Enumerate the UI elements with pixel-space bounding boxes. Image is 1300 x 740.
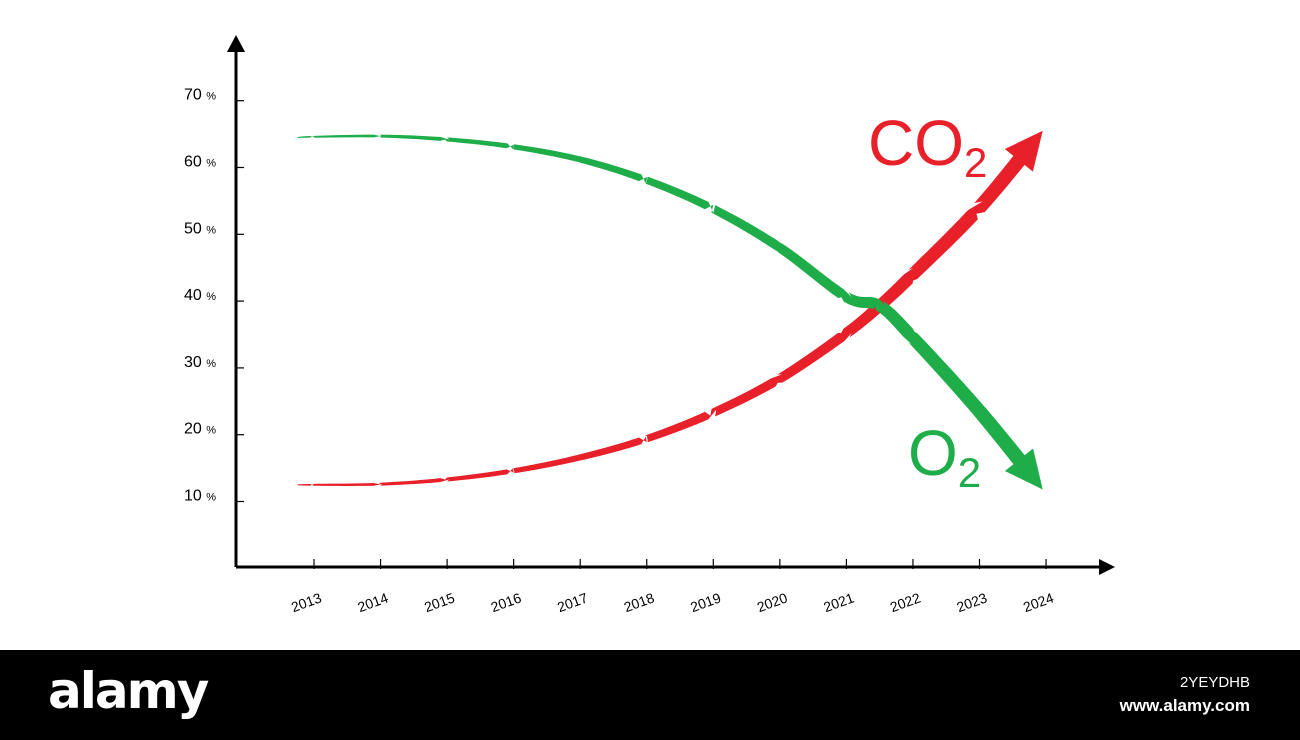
- y-tick-label: 30 %: [184, 354, 216, 371]
- x-tick-label: 2024: [1021, 589, 1056, 615]
- co2-label: CO2: [868, 107, 987, 186]
- x-tick-label: 2015: [422, 589, 457, 615]
- alamy-logo: alamy: [48, 662, 209, 720]
- y-tick-label: 40 %: [184, 287, 216, 304]
- x-tick-label: 2018: [622, 589, 657, 615]
- x-tick-label: 2014: [355, 589, 390, 615]
- y-tick-label: 70 %: [184, 87, 216, 104]
- o2-arrowhead: [1004, 448, 1043, 490]
- y-axis-arrow: [227, 35, 245, 52]
- x-tick-label: 2019: [688, 589, 723, 615]
- image-url: www.alamy.com: [1119, 696, 1250, 715]
- x-tick-label: 2023: [954, 589, 989, 615]
- o2-line: [297, 134, 1035, 477]
- x-tick-label: 2021: [821, 589, 856, 615]
- chart: 10 % 20 % 30 % 40 % 50 % 60 % 70 % 2013 2014 2015…: [184, 35, 1115, 615]
- series-labels: CO2 O2: [868, 107, 987, 496]
- y-tick-label: 20 %: [184, 421, 216, 438]
- x-axis-arrow: [1099, 559, 1115, 575]
- y-tick-label: 50 %: [184, 220, 216, 237]
- x-tick-label: 2020: [755, 589, 790, 615]
- x-tick-label: 2017: [555, 589, 590, 615]
- x-tick-label: 2016: [489, 589, 524, 615]
- watermark-bar: alamy 2YEYDHB www.alamy.com: [0, 650, 1300, 740]
- image-id: 2YEYDHB: [1179, 674, 1250, 691]
- series: [297, 130, 1043, 490]
- x-tick-label: 2013: [289, 589, 324, 615]
- y-tick-label: 60 %: [184, 154, 216, 171]
- x-tick-label: 2022: [888, 589, 923, 615]
- axes: [227, 35, 1115, 575]
- co2-arrowhead: [1004, 130, 1043, 172]
- y-tick-label: 10 %: [184, 488, 216, 505]
- o2-label: O2: [908, 417, 981, 496]
